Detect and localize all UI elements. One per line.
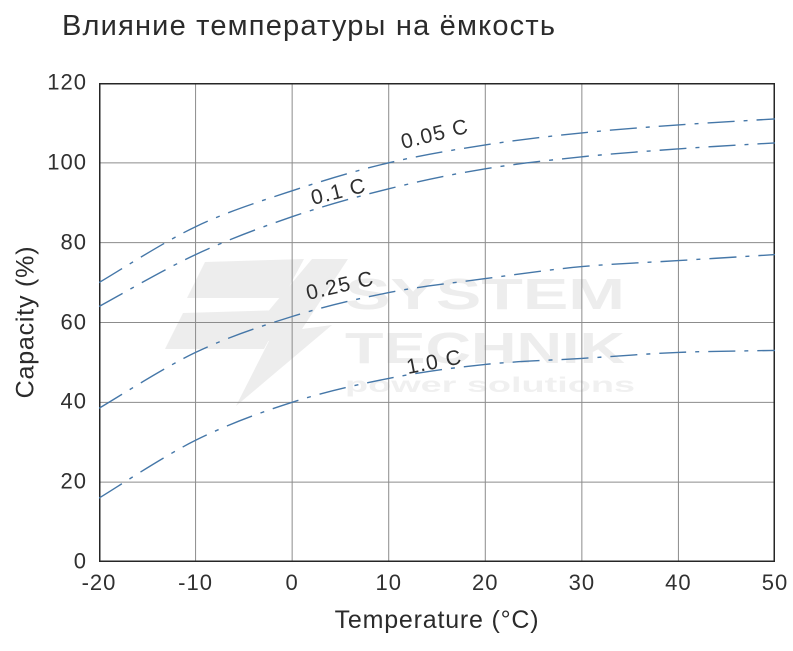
y-tick-label: 20 xyxy=(60,468,87,494)
x-tick-label: 50 xyxy=(761,570,789,595)
x-axis-title: Temperature (°C) xyxy=(334,606,540,634)
x-tick-label: -20 xyxy=(81,570,117,595)
watermark-line3: power solutions xyxy=(345,374,635,397)
y-tick-label: 100 xyxy=(47,149,87,175)
y-tick-label: 40 xyxy=(60,388,87,414)
curve-0.1C xyxy=(99,142,775,308)
curve-1.0C xyxy=(99,349,775,499)
gridlines xyxy=(99,83,775,562)
curve-0.25C xyxy=(99,253,775,409)
x-tick-label: 30 xyxy=(568,570,596,595)
y-tick-label: 120 xyxy=(47,69,87,95)
x-tick-label: 10 xyxy=(375,570,402,595)
plot-border xyxy=(99,83,775,562)
watermark-logo-bar1 xyxy=(187,259,304,298)
y-tick-label: 80 xyxy=(60,229,87,255)
x-tick-label: -10 xyxy=(178,570,213,595)
curve-label-0.05C: 0.05 C xyxy=(399,115,472,154)
capacity-curves xyxy=(99,118,775,499)
x-tick-label: 40 xyxy=(665,570,692,595)
x-tick-label: 0 xyxy=(285,570,299,595)
y-tick-label: 0 xyxy=(73,548,87,574)
x-tick-label: 20 xyxy=(472,570,499,595)
curve-0.05C xyxy=(99,118,775,284)
curve-label-0.1C: 0.1 C xyxy=(309,174,369,210)
chart-title: Влияние температуры на ёмкость xyxy=(62,10,557,42)
y-axis-title: Capacity (%) xyxy=(11,245,40,399)
y-tick-label: 60 xyxy=(60,308,87,334)
